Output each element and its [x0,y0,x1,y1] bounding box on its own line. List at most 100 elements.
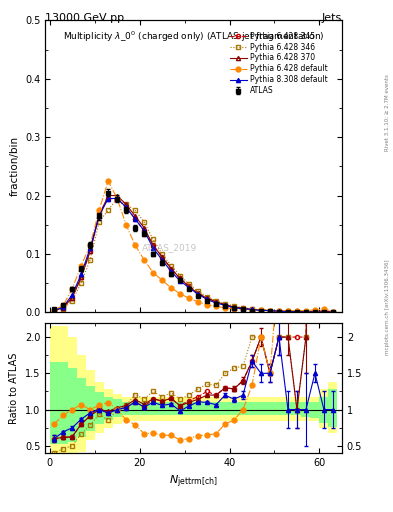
Pythia 6.428 345 [187,283,191,289]
Pythia 6.428 346 [115,196,119,202]
Pythia 6.428 default [70,286,75,292]
Pythia 6.428 346 [106,207,110,213]
Bar [274,396,283,421]
Bar [329,389,338,427]
Pythia 6.428 default [223,305,228,311]
Pythia 6.428 default [124,222,129,228]
Pythia 6.428 345 [196,290,200,296]
Text: Multiplicity $\lambda\_0^0$ (charged only) (ATLAS jet fragmentation): Multiplicity $\lambda\_0^0$ (charged onl… [63,29,324,44]
Pythia 6.428 370 [52,308,57,314]
Pythia 8.308 default [241,306,245,312]
Pythia 6.428 346 [196,288,200,294]
Bar [158,396,167,421]
Pythia 6.428 346 [231,303,236,309]
Pythia 6.428 370 [79,274,84,281]
Pythia 6.428 346 [97,219,101,225]
Pythia 6.428 346 [88,257,92,263]
Pythia 8.308 default [151,245,156,251]
Pythia 6.428 370 [169,265,173,271]
Pythia 6.428 345 [214,298,219,305]
Bar [121,401,130,415]
Pythia 6.428 345 [286,308,290,314]
Pythia 6.428 345 [142,227,147,233]
Pythia 8.308 default [205,296,209,303]
Bar [266,396,274,421]
Pythia 6.428 345 [52,308,57,314]
Bar [86,386,95,431]
Pythia 6.428 346 [250,306,254,312]
Pythia 6.428 370 [223,302,228,308]
Pythia 6.428 345 [79,274,84,281]
Bar [68,368,77,441]
Pythia 8.308 default [79,271,84,278]
Bar [59,362,68,444]
Pythia 8.308 default [286,309,290,315]
Pythia 6.428 346 [214,297,219,304]
Pythia 6.428 370 [187,284,191,290]
Pythia 8.308 default [52,308,57,314]
Y-axis label: Ratio to ATLAS: Ratio to ATLAS [9,352,19,423]
Pythia 6.428 345 [115,196,119,202]
Bar [176,396,185,421]
Pythia 8.308 default [187,285,191,291]
Text: ATLAS_2019: ATLAS_2019 [142,244,197,252]
Pythia 6.428 370 [151,242,156,248]
Legend: Pythia 6.428 345, Pythia 6.428 346, Pythia 6.428 370, Pythia 6.428 default, Pyth: Pythia 6.428 345, Pythia 6.428 346, Pyth… [228,30,329,97]
Line: Pythia 8.308 default: Pythia 8.308 default [52,197,335,314]
Pythia 8.308 default [133,216,138,222]
Bar [86,370,95,440]
Line: Pythia 6.428 370: Pythia 6.428 370 [52,194,335,314]
Pythia 6.428 345 [303,309,308,315]
Bar [257,396,266,421]
Pythia 6.428 370 [312,309,317,315]
Pythia 6.428 default [295,308,299,314]
Bar [130,396,140,421]
Bar [130,402,140,415]
Pythia 6.428 345 [295,308,299,314]
Pythia 6.428 346 [241,305,245,311]
Bar [301,396,310,421]
Pythia 6.428 370 [295,309,299,315]
Pythia 6.428 default [106,178,110,184]
Pythia 6.428 345 [277,308,281,314]
Pythia 6.428 370 [241,305,245,311]
Pythia 8.308 default [277,308,281,314]
Pythia 6.428 370 [178,275,182,282]
Pythia 8.308 default [331,309,335,315]
Pythia 6.428 370 [61,305,66,311]
Bar [220,396,230,421]
Pythia 6.428 370 [231,304,236,310]
Bar [149,396,158,421]
Pythia 8.308 default [97,213,101,219]
Bar [230,402,239,415]
Pythia 8.308 default [124,204,129,210]
Pythia 8.308 default [88,245,92,251]
Pythia 6.428 346 [268,308,272,314]
Bar [320,389,329,428]
Pythia 6.428 346 [124,201,129,207]
Bar [292,402,301,415]
Bar [211,402,220,415]
Bar [50,362,59,444]
Pythia 8.308 default [169,268,173,274]
Pythia 6.428 default [133,242,138,248]
Pythia 6.428 default [268,308,272,314]
Pythia 6.428 default [277,308,281,314]
Pythia 8.308 default [214,300,219,306]
Pythia 8.308 default [70,292,75,298]
Pythia 6.428 346 [205,293,209,300]
Line: Pythia 6.428 default: Pythia 6.428 default [52,179,335,314]
Pythia 6.428 345 [268,308,272,314]
Bar [283,396,292,421]
Pythia 8.308 default [250,306,254,312]
Pythia 6.428 default [312,307,317,313]
Pythia 6.428 370 [259,307,263,313]
Pythia 8.308 default [223,302,228,308]
Pythia 6.428 default [79,263,84,269]
Bar [95,392,104,424]
Bar [68,337,77,457]
Pythia 6.428 346 [187,281,191,287]
Pythia 6.428 default [259,307,263,313]
Pythia 6.428 default [88,242,92,248]
Pythia 6.428 370 [160,254,164,260]
